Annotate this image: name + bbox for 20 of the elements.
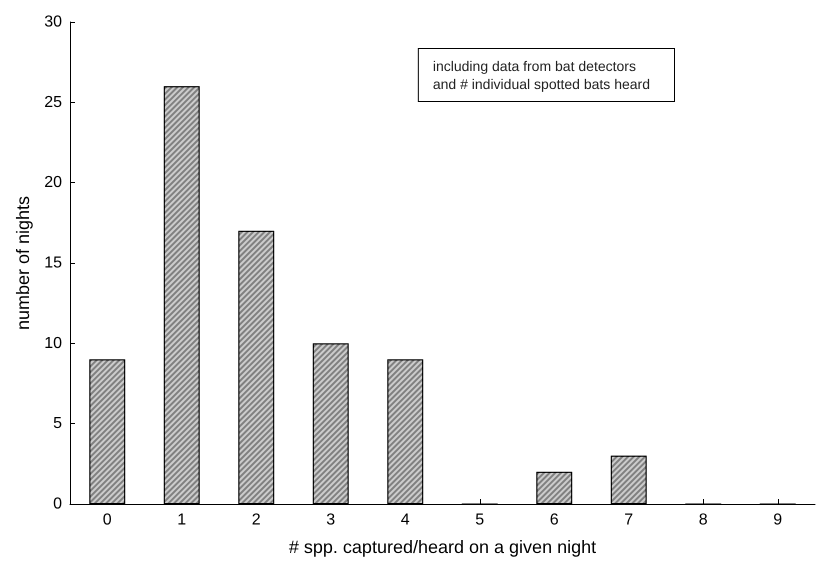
y-tick-label: 15 (44, 254, 62, 272)
x-tick-label: 3 (326, 512, 336, 528)
x-tick-label: 6 (550, 512, 559, 528)
x-tick-label: 7 (624, 512, 634, 528)
y-tick-label: 25 (44, 94, 62, 111)
x-tick-label: 5 (475, 512, 484, 528)
y-tick-label: 20 (44, 174, 62, 192)
y-tick-label: 30 (44, 14, 62, 30)
annotation: including data from bat detectors and # individual spotted bats heard (432, 58, 650, 92)
x-tick-label: 8 (698, 512, 708, 528)
y-axis-title: number of nights (13, 196, 33, 330)
y-tick-label: 5 (53, 415, 62, 432)
x-tick-label: 9 (773, 512, 782, 528)
x-tick-label: 0 (102, 512, 112, 528)
x-tick-label: 1 (177, 512, 186, 528)
x-axis-title: # spp. captured/heard on a given night (288, 537, 596, 557)
y-tick-label: 0 (53, 496, 62, 512)
x-tick-label: 2 (252, 512, 261, 528)
y-tick-label: 10 (44, 334, 62, 352)
x-tick-label: 4 (400, 512, 410, 528)
